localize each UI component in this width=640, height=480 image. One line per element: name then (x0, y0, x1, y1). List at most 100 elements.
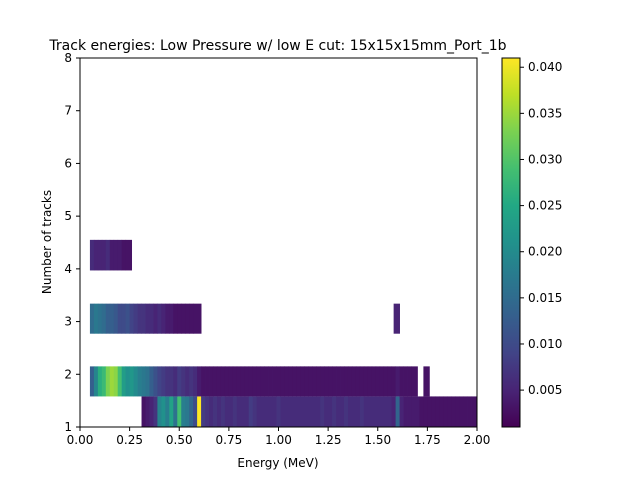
heatmap-cell (248, 366, 254, 397)
heatmap-cell (161, 366, 166, 397)
y-tick-label: 3 (64, 315, 72, 329)
heatmap-cell (363, 366, 369, 397)
heatmap-cell (165, 366, 170, 397)
heatmap-cell (121, 366, 127, 397)
heatmap-cell (467, 396, 472, 427)
heatmap-cell (101, 303, 107, 334)
heatmap-cell (296, 396, 301, 427)
heatmap-cell (177, 303, 182, 334)
heatmap-cell (371, 366, 377, 397)
chart-title: Track energies: Low Pressure w/ low E cu… (48, 38, 506, 54)
colorbar (501, 57, 521, 428)
colorbar-ticks: 0.005 0.010 0.015 0.020 0.025 0.030 0.035 0.040 (520, 60, 562, 397)
y-tick-label: 5 (64, 209, 72, 223)
heatmap-cell (185, 303, 190, 334)
heatmap-cell (403, 396, 408, 427)
heatmap-cell (387, 396, 393, 427)
x-tick-label: 0.75 (216, 433, 243, 447)
heatmap-cell (185, 396, 190, 427)
heatmap-cell (459, 396, 464, 427)
heatmap-cell (109, 239, 115, 271)
heatmap-cell (145, 396, 150, 427)
heatmap-cell (177, 396, 182, 427)
heatmap-cell (105, 303, 111, 334)
heatmap-cell (355, 366, 361, 397)
heatmap-cell (244, 396, 250, 427)
heatmap-cell (256, 366, 262, 397)
colorbar-tick-label: 0.035 (528, 106, 562, 120)
heatmap-cell (129, 366, 134, 397)
heatmap-cell (395, 396, 400, 427)
heatmap-cell (236, 396, 242, 427)
heatmap-cell (252, 366, 258, 397)
heatmap-cell (149, 303, 154, 334)
heatmap-cell (304, 366, 309, 397)
heatmap-cell (240, 396, 246, 427)
heatmap-cell (292, 396, 297, 427)
heatmap-cell (324, 366, 329, 397)
x-tick-label: 0.25 (116, 433, 143, 447)
heatmap-cell (435, 396, 440, 427)
heatmap-cell (173, 303, 178, 334)
heatmap-cell (89, 303, 95, 334)
x-tick-label: 0.00 (67, 433, 94, 447)
heatmap-cell (189, 303, 194, 334)
heatmap-cell (105, 366, 111, 397)
heatmap-cell (117, 239, 123, 271)
heatmap-cell (276, 396, 281, 427)
heatmap-cell (427, 396, 432, 427)
heatmap-cell (347, 396, 353, 427)
heatmap-cell (220, 366, 226, 397)
heatmap-cell (145, 366, 150, 397)
heatmap-cell (97, 303, 103, 334)
heatmap-cell (157, 396, 162, 427)
heatmap-cell (292, 366, 297, 397)
heatmap-cell (316, 366, 321, 397)
heatmap-cell (363, 396, 369, 427)
heatmap-cell (113, 366, 119, 397)
heatmap-cell (304, 396, 309, 427)
heatmap-cell (296, 366, 301, 397)
heatmap-cell (173, 396, 178, 427)
heatmap-cell (109, 366, 115, 397)
heatmap-cell (133, 303, 138, 334)
heatmap-cell (300, 366, 305, 397)
heatmap-cell (216, 366, 222, 397)
heatmap-cell (212, 396, 218, 427)
heatmap-cell (157, 303, 162, 334)
heatmap-cell (169, 396, 174, 427)
heatmap-cell (332, 366, 337, 397)
heatmap-cell (185, 366, 190, 397)
heatmap-cell (121, 303, 127, 334)
heatmap-cell (161, 303, 166, 334)
heatmap-cell (101, 239, 107, 271)
heatmap-cell (141, 366, 146, 397)
heatmap-cell (312, 366, 317, 397)
heatmap-cell (324, 396, 329, 427)
heatmap-cell (387, 366, 393, 397)
heatmap-cell (256, 396, 262, 427)
heatmap-cell (391, 396, 397, 427)
heatmap-cell (395, 366, 400, 397)
heatmap-cell (320, 396, 325, 427)
heatmap-cell (288, 366, 293, 397)
heatmap-cell (316, 396, 321, 427)
heatmap-cell (347, 366, 353, 397)
heatmap-cell (248, 396, 254, 427)
heatmap-cell (137, 366, 142, 397)
heatmap-cell (447, 396, 452, 427)
heatmap-cell (117, 366, 123, 397)
heatmap-cell (117, 303, 123, 334)
y-tick-label: 1 (64, 420, 72, 434)
y-axis: 1 2 3 4 5 6 7 8 (64, 51, 80, 434)
heatmap-cell (308, 366, 313, 397)
heatmap-cell (332, 396, 337, 427)
heatmap-cell (320, 366, 325, 397)
colorbar-tick-label: 0.040 (528, 60, 562, 74)
heatmap-cell (371, 396, 377, 427)
y-tick-label: 4 (64, 262, 72, 276)
heatmap-cell (109, 303, 115, 334)
heatmap-cell (165, 303, 170, 334)
x-tick-label: 0.50 (166, 433, 193, 447)
heatmap-cell (228, 366, 234, 397)
